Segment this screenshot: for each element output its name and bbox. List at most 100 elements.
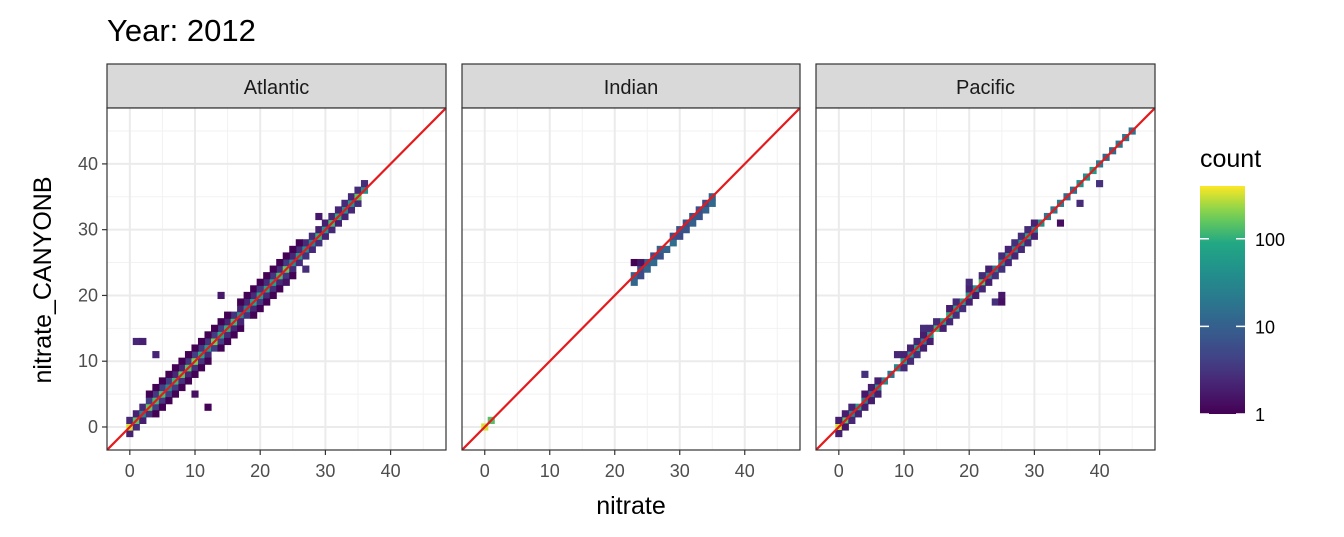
heatmap-bin (191, 390, 199, 398)
legend-title: count (1200, 145, 1261, 173)
y-tick-label: 20 (78, 285, 98, 305)
heatmap-bin (1076, 199, 1084, 207)
heatmap-bin (972, 291, 980, 300)
y-tick-label: 30 (78, 220, 98, 240)
heatmap-bin (315, 226, 323, 234)
heatmap-bin (321, 232, 329, 240)
heatmap-bin (835, 429, 843, 438)
heatmap-bin (230, 311, 238, 319)
heatmap-bin (861, 403, 869, 411)
heatmap-bin (643, 265, 651, 273)
chart-title: Year: 2012 (107, 13, 256, 48)
heatmap-bin (630, 278, 638, 286)
heatmap-bin (347, 193, 356, 201)
heatmap-bin (341, 199, 349, 207)
heatmap-bin (295, 245, 303, 253)
heatmap-bin (965, 278, 973, 286)
heatmap-bin (269, 285, 277, 293)
heatmap-bin (217, 344, 225, 352)
heatmap-bin (243, 298, 251, 306)
heatmap-bin (145, 390, 153, 398)
heatmap-bin (211, 331, 219, 339)
heatmap-bin (893, 351, 902, 359)
heatmap-bin (650, 258, 658, 267)
x-tick-label: 0 (125, 461, 135, 481)
heatmap-bin (708, 199, 716, 207)
x-tick-label: 40 (381, 461, 401, 481)
heatmap-bin (1024, 226, 1032, 234)
heatmap-bin (334, 219, 342, 227)
heatmap-bin (145, 397, 153, 405)
x-tick-label: 30 (315, 461, 335, 481)
heatmap-bin (256, 285, 264, 293)
heatmap-bin (289, 245, 297, 253)
heatmap-bin (152, 403, 160, 411)
heatmap-bin (867, 383, 875, 392)
heatmap-bin (171, 390, 180, 398)
heatmap-bin (230, 331, 238, 339)
heatmap-bin (347, 206, 356, 214)
x-tick-label: 30 (670, 461, 690, 481)
heatmap-bin (276, 258, 284, 267)
heatmap-bin (230, 324, 238, 332)
heatmap-bin (978, 272, 986, 280)
color-legend: count 1 10 100 (1200, 145, 1285, 425)
heatmap-bin (998, 252, 1006, 260)
heatmap-bin (998, 298, 1006, 306)
heatmap-bin (282, 272, 290, 280)
heatmap-bin (702, 206, 710, 214)
facet-panel-indian: Indian 0 10 20 30 40 (461, 63, 801, 481)
heatmap-bin (978, 285, 986, 293)
heatmap-bin (217, 324, 225, 332)
heatmap-bin (289, 252, 297, 260)
heatmap-bin (360, 180, 369, 188)
heatmap-bin (132, 410, 140, 418)
heatmap-bin (959, 305, 967, 313)
heatmap-bin (341, 212, 349, 221)
heatmap-bin (191, 344, 199, 352)
heatmap-bin (178, 364, 186, 372)
y-axis-label: nitrate_CANYONB (29, 176, 57, 383)
heatmap-bin (946, 305, 954, 313)
x-tick-label: 10 (894, 461, 914, 481)
heatmap-bin (933, 318, 941, 326)
heatmap-bin (302, 265, 310, 273)
heatmap-bin (906, 357, 915, 365)
heatmap-bin (985, 278, 993, 286)
heatmap-bin (302, 252, 310, 260)
x-axis-label: nitrate (596, 492, 665, 520)
heatmap-bin (158, 397, 166, 405)
heatmap-bin (663, 245, 671, 253)
heatmap-bin (328, 226, 336, 234)
heatmap-bin (184, 357, 193, 365)
heatmap-bin (1004, 258, 1012, 267)
heatmap-bin (152, 390, 160, 398)
heatmap-bin (913, 337, 921, 346)
heatmap-bin (263, 272, 271, 280)
heatmap-bin (861, 390, 869, 398)
heatmap-bin (256, 298, 264, 306)
x-tick-label: 10 (540, 461, 560, 481)
heatmap-bin (952, 298, 960, 306)
heatmap-bin (637, 258, 645, 267)
heatmap-bin (1011, 239, 1019, 247)
heatmap-bin (204, 351, 212, 359)
heatmap-bin (689, 219, 697, 227)
y-tick-label: 40 (78, 154, 98, 174)
heatmap-bin (250, 285, 258, 293)
facet-strip-label: Atlantic (244, 77, 310, 99)
facet-strip-label: Indian (604, 77, 659, 99)
heatmap-bin (295, 258, 303, 267)
heatmap-bin (998, 265, 1006, 273)
heatmap-bin (224, 331, 232, 339)
heatmap-bin (250, 305, 258, 313)
heatmap-bin (906, 344, 915, 352)
heatmap-bin (152, 383, 160, 392)
heatmap-bin (695, 212, 703, 221)
heatmap-bin (991, 298, 999, 306)
heatmap-bin (985, 265, 993, 273)
heatmap-bin (191, 364, 199, 372)
heatmap-bin (191, 370, 199, 378)
heatmap-bin (256, 278, 264, 286)
